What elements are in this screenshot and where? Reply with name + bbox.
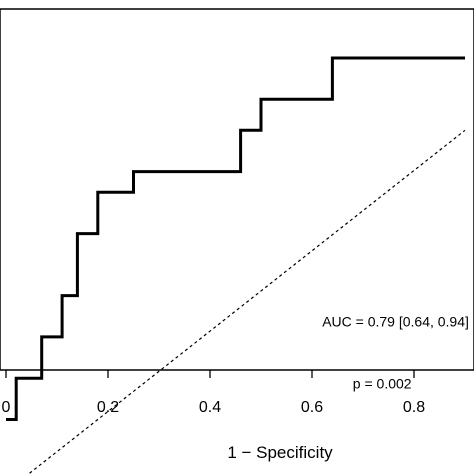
x-tick-label: 0.2 bbox=[97, 399, 119, 416]
p-value-annotation: p = 0.002 bbox=[353, 376, 412, 392]
x-axis-title: 1 − Specificity bbox=[227, 443, 333, 462]
plot-frame bbox=[0, 8, 474, 371]
series-layer bbox=[6, 56, 466, 474]
reference-diagonal-line bbox=[27, 129, 466, 474]
auc-annotation: AUC = 0.79 [0.64, 0.94] bbox=[322, 314, 469, 330]
annotation-layer: AUC = 0.79 [0.64, 0.94] p = 0.002 bbox=[322, 314, 469, 392]
x-tick-label: 0.6 bbox=[301, 399, 323, 416]
x-axis: 0 0.2 0.4 0.6 0.8 bbox=[2, 370, 425, 416]
roc-curve-line bbox=[6, 56, 465, 421]
x-tick-label: 0.4 bbox=[199, 399, 221, 416]
x-tick-label: 0 bbox=[2, 399, 11, 416]
x-tick-label: 0.8 bbox=[403, 399, 425, 416]
